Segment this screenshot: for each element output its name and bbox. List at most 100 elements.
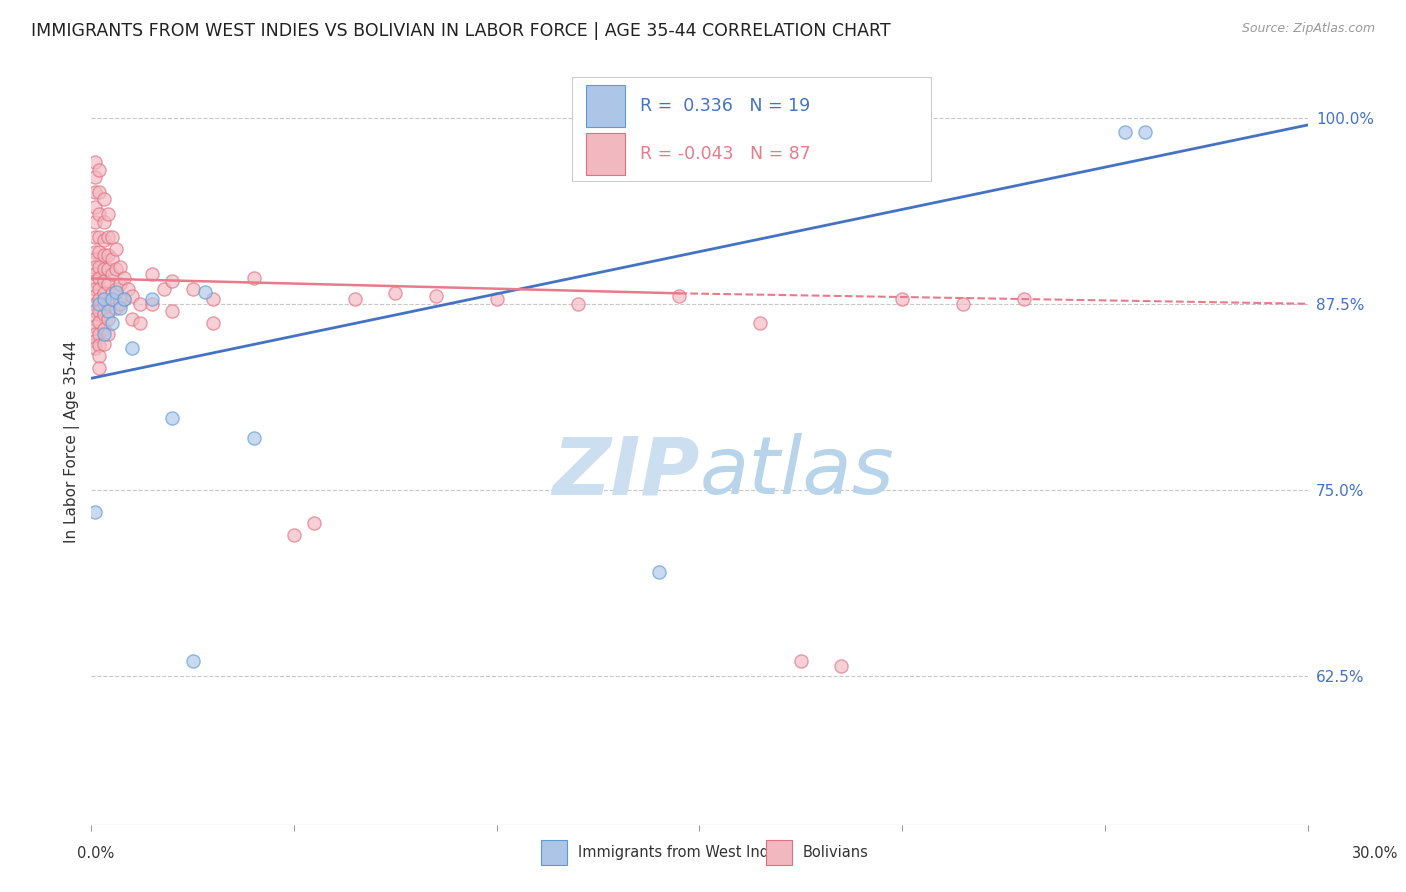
Point bbox=[242, 431, 264, 445]
FancyBboxPatch shape bbox=[586, 133, 626, 175]
Text: R = -0.043   N = 87: R = -0.043 N = 87 bbox=[640, 145, 811, 163]
Point bbox=[952, 297, 974, 311]
Point bbox=[84, 334, 107, 348]
Point bbox=[84, 311, 107, 326]
Point bbox=[891, 293, 914, 307]
Point bbox=[121, 311, 143, 326]
Point bbox=[97, 229, 120, 244]
Point bbox=[97, 297, 120, 311]
Point bbox=[117, 282, 139, 296]
Point bbox=[343, 293, 366, 307]
Point bbox=[97, 311, 120, 326]
Point bbox=[84, 297, 107, 311]
Point bbox=[89, 315, 111, 329]
Point bbox=[89, 326, 111, 341]
Text: atlas: atlas bbox=[699, 434, 894, 511]
Point bbox=[1114, 125, 1136, 139]
Y-axis label: In Labor Force | Age 35-44: In Labor Force | Age 35-44 bbox=[65, 341, 80, 542]
Point bbox=[668, 289, 690, 303]
Text: IMMIGRANTS FROM WEST INDIES VS BOLIVIAN IN LABOR FORCE | AGE 35-44 CORRELATION C: IMMIGRANTS FROM WEST INDIES VS BOLIVIAN … bbox=[31, 22, 890, 40]
Text: Immigrants from West Indies: Immigrants from West Indies bbox=[578, 846, 790, 860]
Point bbox=[84, 267, 107, 281]
Point bbox=[84, 155, 107, 169]
Point bbox=[84, 505, 107, 519]
Text: 0.0%: 0.0% bbox=[77, 846, 114, 861]
Point bbox=[93, 247, 115, 261]
Point bbox=[485, 293, 508, 307]
Point bbox=[1135, 125, 1157, 139]
Point bbox=[93, 326, 115, 341]
Point bbox=[104, 282, 127, 296]
Point bbox=[89, 338, 111, 352]
Point bbox=[84, 319, 107, 334]
Point bbox=[100, 252, 122, 266]
Point bbox=[141, 293, 163, 307]
Point bbox=[790, 654, 813, 668]
Point bbox=[89, 304, 111, 318]
Point bbox=[162, 411, 184, 425]
Point bbox=[93, 322, 115, 336]
Point bbox=[84, 260, 107, 274]
Point bbox=[202, 316, 225, 330]
Point bbox=[100, 293, 122, 307]
Point bbox=[129, 316, 152, 330]
Point bbox=[202, 293, 225, 307]
Point bbox=[104, 301, 127, 316]
Point bbox=[162, 304, 184, 318]
Point bbox=[97, 304, 120, 318]
Point bbox=[93, 193, 115, 207]
Point bbox=[283, 527, 305, 541]
Point bbox=[112, 293, 135, 307]
Point bbox=[93, 262, 115, 277]
Point bbox=[1012, 293, 1035, 307]
Point bbox=[121, 342, 143, 356]
Text: Bolivians: Bolivians bbox=[803, 846, 869, 860]
Point bbox=[93, 215, 115, 229]
Text: ZIP: ZIP bbox=[553, 434, 699, 511]
Point bbox=[84, 252, 107, 266]
Point bbox=[181, 654, 204, 668]
FancyBboxPatch shape bbox=[572, 77, 931, 181]
Point bbox=[84, 342, 107, 356]
Point bbox=[97, 262, 120, 277]
Point bbox=[89, 271, 111, 285]
Point bbox=[567, 297, 589, 311]
Point bbox=[93, 274, 115, 288]
Point bbox=[153, 282, 176, 296]
Point bbox=[89, 282, 111, 296]
Point bbox=[104, 242, 127, 256]
Point bbox=[93, 293, 115, 307]
Point bbox=[89, 244, 111, 259]
Point bbox=[93, 297, 115, 311]
Point bbox=[830, 658, 852, 673]
Point bbox=[84, 215, 107, 229]
Point bbox=[84, 200, 107, 214]
Point bbox=[93, 307, 115, 321]
Point bbox=[108, 277, 131, 292]
Point bbox=[194, 285, 217, 299]
Text: 30.0%: 30.0% bbox=[1353, 846, 1398, 861]
Point bbox=[242, 271, 264, 285]
Point bbox=[648, 565, 671, 579]
Point bbox=[89, 162, 111, 177]
Point bbox=[112, 271, 135, 285]
Point bbox=[84, 304, 107, 318]
Point bbox=[100, 316, 122, 330]
Point bbox=[89, 207, 111, 221]
Point bbox=[97, 207, 120, 221]
Point bbox=[89, 229, 111, 244]
Point bbox=[181, 282, 204, 296]
Point bbox=[100, 229, 122, 244]
Point bbox=[84, 244, 107, 259]
FancyBboxPatch shape bbox=[586, 86, 626, 128]
Point bbox=[84, 185, 107, 199]
Point bbox=[121, 289, 143, 303]
Point bbox=[84, 326, 107, 341]
Point bbox=[162, 274, 184, 288]
Point bbox=[97, 247, 120, 261]
Point bbox=[84, 282, 107, 296]
Point bbox=[89, 293, 111, 307]
Point bbox=[108, 260, 131, 274]
Point bbox=[108, 297, 131, 311]
Point bbox=[84, 274, 107, 288]
